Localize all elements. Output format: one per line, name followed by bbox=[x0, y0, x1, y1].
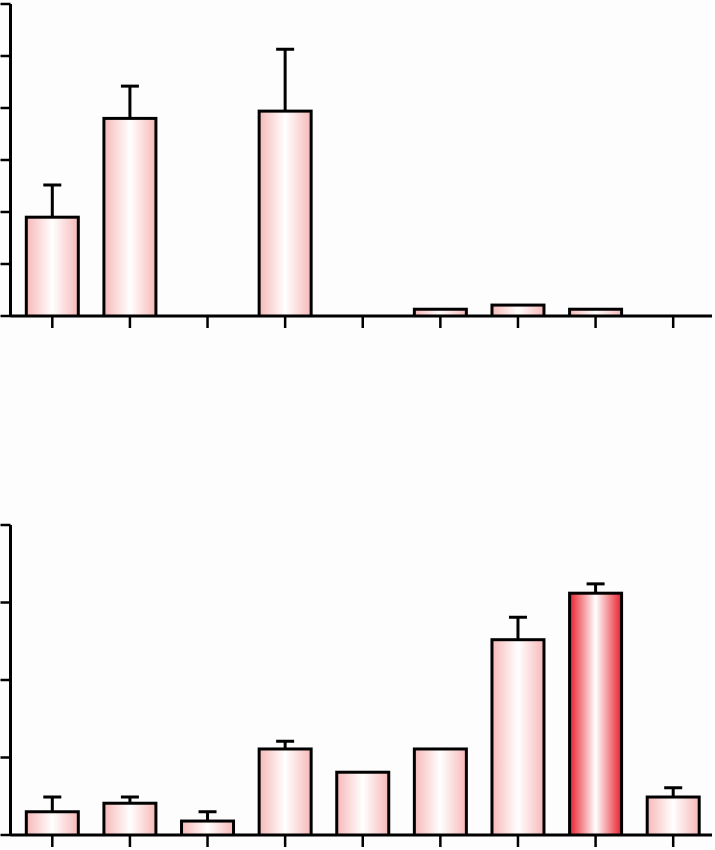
error-bar bbox=[120, 84, 139, 119]
bar bbox=[412, 747, 468, 837]
bar bbox=[568, 307, 624, 318]
bar bbox=[257, 109, 313, 318]
bar bbox=[24, 215, 80, 318]
error-bar bbox=[43, 183, 62, 218]
error-bar bbox=[276, 47, 295, 112]
error-bar bbox=[586, 582, 605, 594]
bar bbox=[568, 591, 624, 837]
error-bar bbox=[198, 810, 217, 822]
error-bar bbox=[508, 615, 527, 640]
bar bbox=[335, 770, 391, 837]
bar bbox=[645, 795, 701, 837]
bar bbox=[102, 116, 158, 318]
bar bbox=[180, 819, 236, 837]
error-bar bbox=[664, 786, 683, 798]
error-bar bbox=[43, 795, 62, 812]
bar bbox=[412, 307, 468, 318]
bar bbox=[490, 303, 546, 318]
bar bbox=[102, 801, 158, 837]
bar bbox=[24, 810, 80, 837]
bar bbox=[257, 747, 313, 837]
bar bbox=[490, 638, 546, 837]
